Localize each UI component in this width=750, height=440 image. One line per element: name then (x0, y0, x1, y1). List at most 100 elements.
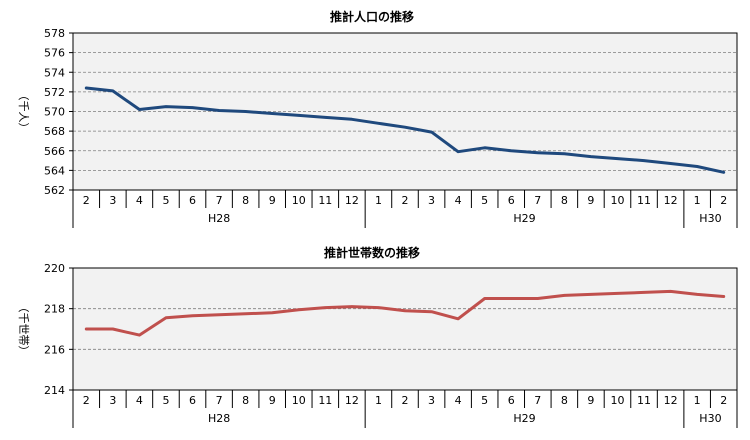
data-point (217, 109, 221, 112)
y-tick-label: 576 (44, 47, 65, 60)
x-tick-label: 8 (561, 394, 568, 407)
x-tick-label: 1 (375, 194, 382, 207)
data-point (483, 146, 486, 150)
data-point (669, 290, 672, 293)
y-tick-label: 214 (44, 384, 65, 397)
data-point (695, 165, 699, 168)
y-tick-label: 220 (44, 262, 65, 275)
data-point (324, 116, 327, 119)
x-tick-label: 10 (610, 194, 624, 207)
data-point (271, 311, 274, 314)
x-tick-label: 2 (402, 394, 409, 407)
group-label: H30 (699, 212, 721, 225)
data-point (244, 312, 247, 315)
data-point (350, 118, 354, 121)
y-tick-label: 568 (44, 125, 65, 138)
x-tick-label: 4 (455, 194, 462, 207)
x-tick-label: 7 (534, 194, 541, 207)
plot-border (72, 267, 738, 391)
group-label: H28 (208, 212, 230, 225)
x-tick-label: 2 (402, 194, 409, 207)
x-tick-label: 2 (720, 394, 727, 407)
data-point (536, 297, 539, 300)
data-point (589, 155, 593, 158)
data-point (430, 130, 433, 134)
data-point (430, 310, 433, 313)
x-tick-label: 1 (694, 394, 701, 407)
data-point (642, 159, 646, 162)
data-point (536, 151, 539, 154)
x-tick-label: 4 (136, 194, 143, 207)
y-tick-label: 564 (44, 164, 65, 177)
x-tick-label: 3 (109, 194, 116, 207)
data-point (377, 122, 380, 125)
y-tick-label: 570 (44, 106, 65, 119)
x-tick-label: 11 (637, 394, 651, 407)
data-point (456, 317, 460, 321)
x-tick-label: 5 (162, 394, 169, 407)
data-point (111, 327, 115, 331)
data-point (669, 162, 672, 165)
plot-border (72, 32, 738, 191)
data-point (191, 106, 194, 109)
y-tick-label: 218 (44, 303, 65, 316)
group-label: H28 (208, 412, 230, 425)
group-label: H29 (513, 212, 535, 225)
data-point (297, 114, 300, 117)
x-tick-label: 3 (428, 194, 435, 207)
x-tick-label: 11 (318, 394, 332, 407)
x-tick-label: 5 (481, 194, 488, 207)
data-point (510, 149, 513, 152)
data-point (589, 293, 593, 296)
data-point (217, 313, 221, 316)
x-tick-label: 6 (189, 194, 196, 207)
x-tick-label: 7 (216, 394, 223, 407)
x-tick-label: 9 (269, 194, 276, 207)
y-tick-label: 216 (44, 343, 65, 356)
x-tick-label: 12 (664, 194, 678, 207)
data-point (722, 171, 725, 174)
data-point (244, 110, 247, 113)
x-tick-label: 7 (216, 194, 223, 207)
x-tick-label: 2 (83, 194, 90, 207)
chart-title: 推計世帯数の推移 (324, 245, 420, 260)
data-point (138, 333, 141, 337)
data-point (350, 305, 354, 308)
x-tick-label: 7 (534, 394, 541, 407)
x-tick-label: 4 (136, 394, 143, 407)
data-point (191, 314, 194, 317)
data-point (138, 108, 141, 111)
x-tick-label: 10 (292, 194, 306, 207)
x-tick-label: 1 (375, 394, 382, 407)
x-tick-label: 6 (508, 194, 515, 207)
plot-area (73, 268, 737, 390)
x-tick-label: 5 (481, 394, 488, 407)
data-point (403, 309, 407, 312)
data-point (297, 308, 300, 311)
data-point (722, 295, 725, 298)
data-point (403, 126, 407, 129)
data-point (563, 152, 566, 155)
x-tick-label: 10 (292, 394, 306, 407)
data-point (377, 306, 380, 309)
x-tick-label: 8 (561, 194, 568, 207)
y-axis-label: （千人） (17, 90, 30, 134)
y-tick-label: 562 (44, 184, 65, 197)
y-tick-label: 566 (44, 145, 65, 158)
x-tick-label: 3 (428, 394, 435, 407)
data-point (164, 105, 168, 108)
x-tick-label: 9 (587, 394, 594, 407)
x-tick-label: 2 (83, 394, 90, 407)
x-tick-label: 9 (587, 194, 594, 207)
x-tick-label: 12 (664, 394, 678, 407)
x-tick-label: 11 (318, 194, 332, 207)
data-point (85, 86, 88, 90)
x-tick-label: 2 (720, 194, 727, 207)
data-point (642, 291, 646, 294)
x-tick-label: 10 (610, 394, 624, 407)
x-tick-label: 5 (162, 194, 169, 207)
x-tick-label: 3 (109, 394, 116, 407)
x-tick-label: 9 (269, 394, 276, 407)
